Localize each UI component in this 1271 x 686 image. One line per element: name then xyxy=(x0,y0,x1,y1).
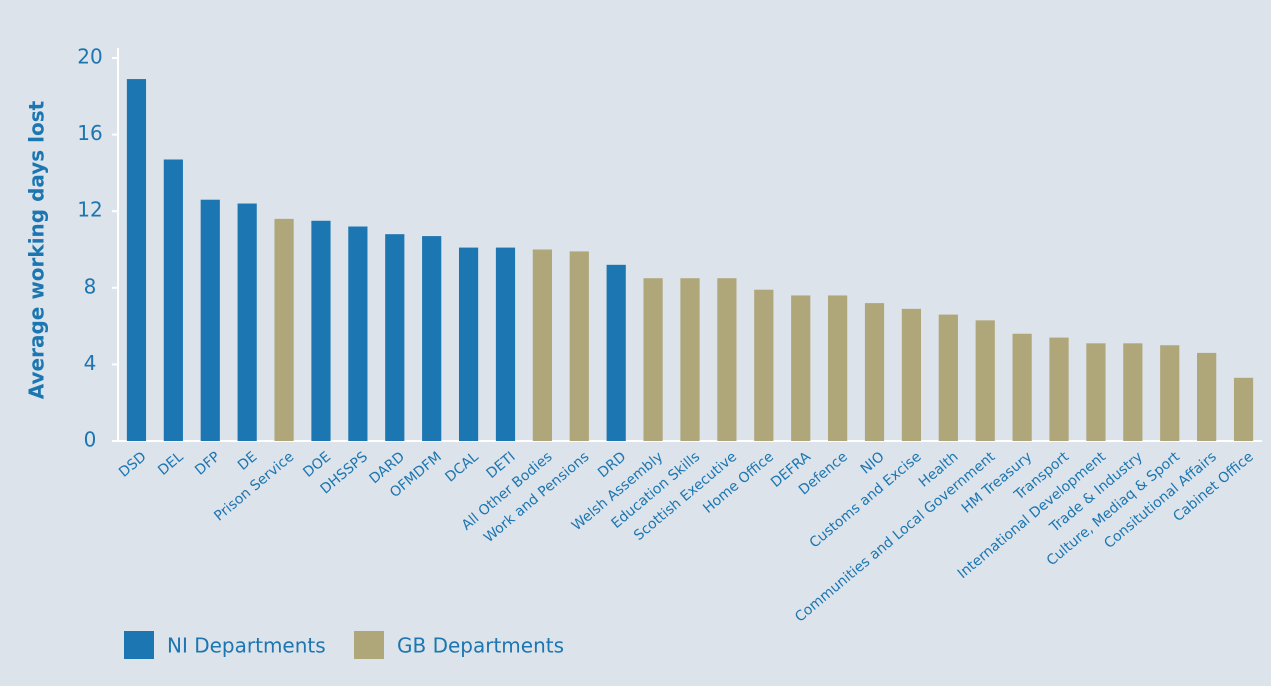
bar xyxy=(1086,343,1106,441)
bar xyxy=(422,236,442,441)
bar xyxy=(1123,343,1143,441)
legend-swatch xyxy=(124,631,154,659)
y-tick-label: 20 xyxy=(77,45,102,69)
y-tick-label: 4 xyxy=(84,351,97,375)
bar xyxy=(643,278,663,441)
legend-label: GB Departments xyxy=(397,634,564,658)
bar xyxy=(717,278,737,441)
legend-swatch xyxy=(354,631,384,659)
bar xyxy=(458,247,479,441)
bar xyxy=(864,303,885,441)
bar xyxy=(274,218,294,441)
bar xyxy=(1233,377,1254,441)
bar xyxy=(311,220,331,441)
bar xyxy=(606,264,626,441)
legend-label: NI Departments xyxy=(167,634,326,658)
bar xyxy=(1197,352,1217,441)
bar xyxy=(348,226,368,441)
bar xyxy=(1049,337,1069,441)
bar xyxy=(200,199,220,441)
bar xyxy=(237,203,257,441)
y-tick-label: 12 xyxy=(77,198,102,222)
bar xyxy=(975,320,995,441)
y-tick-label: 16 xyxy=(77,121,102,145)
bar xyxy=(901,308,922,441)
bar xyxy=(938,314,958,441)
bar xyxy=(532,249,552,441)
y-axis-label: Average working days lost xyxy=(25,100,49,399)
bar xyxy=(680,278,700,441)
bar xyxy=(495,247,516,441)
y-tick-label: 8 xyxy=(84,274,97,298)
bar xyxy=(754,289,774,441)
bar xyxy=(163,159,183,441)
bar xyxy=(791,295,811,441)
bar xyxy=(828,295,848,441)
bar xyxy=(1160,345,1180,441)
bar xyxy=(385,234,405,441)
y-tick-label: 0 xyxy=(84,428,97,452)
bar xyxy=(1012,333,1032,441)
bar xyxy=(569,251,589,441)
bar xyxy=(126,79,147,441)
